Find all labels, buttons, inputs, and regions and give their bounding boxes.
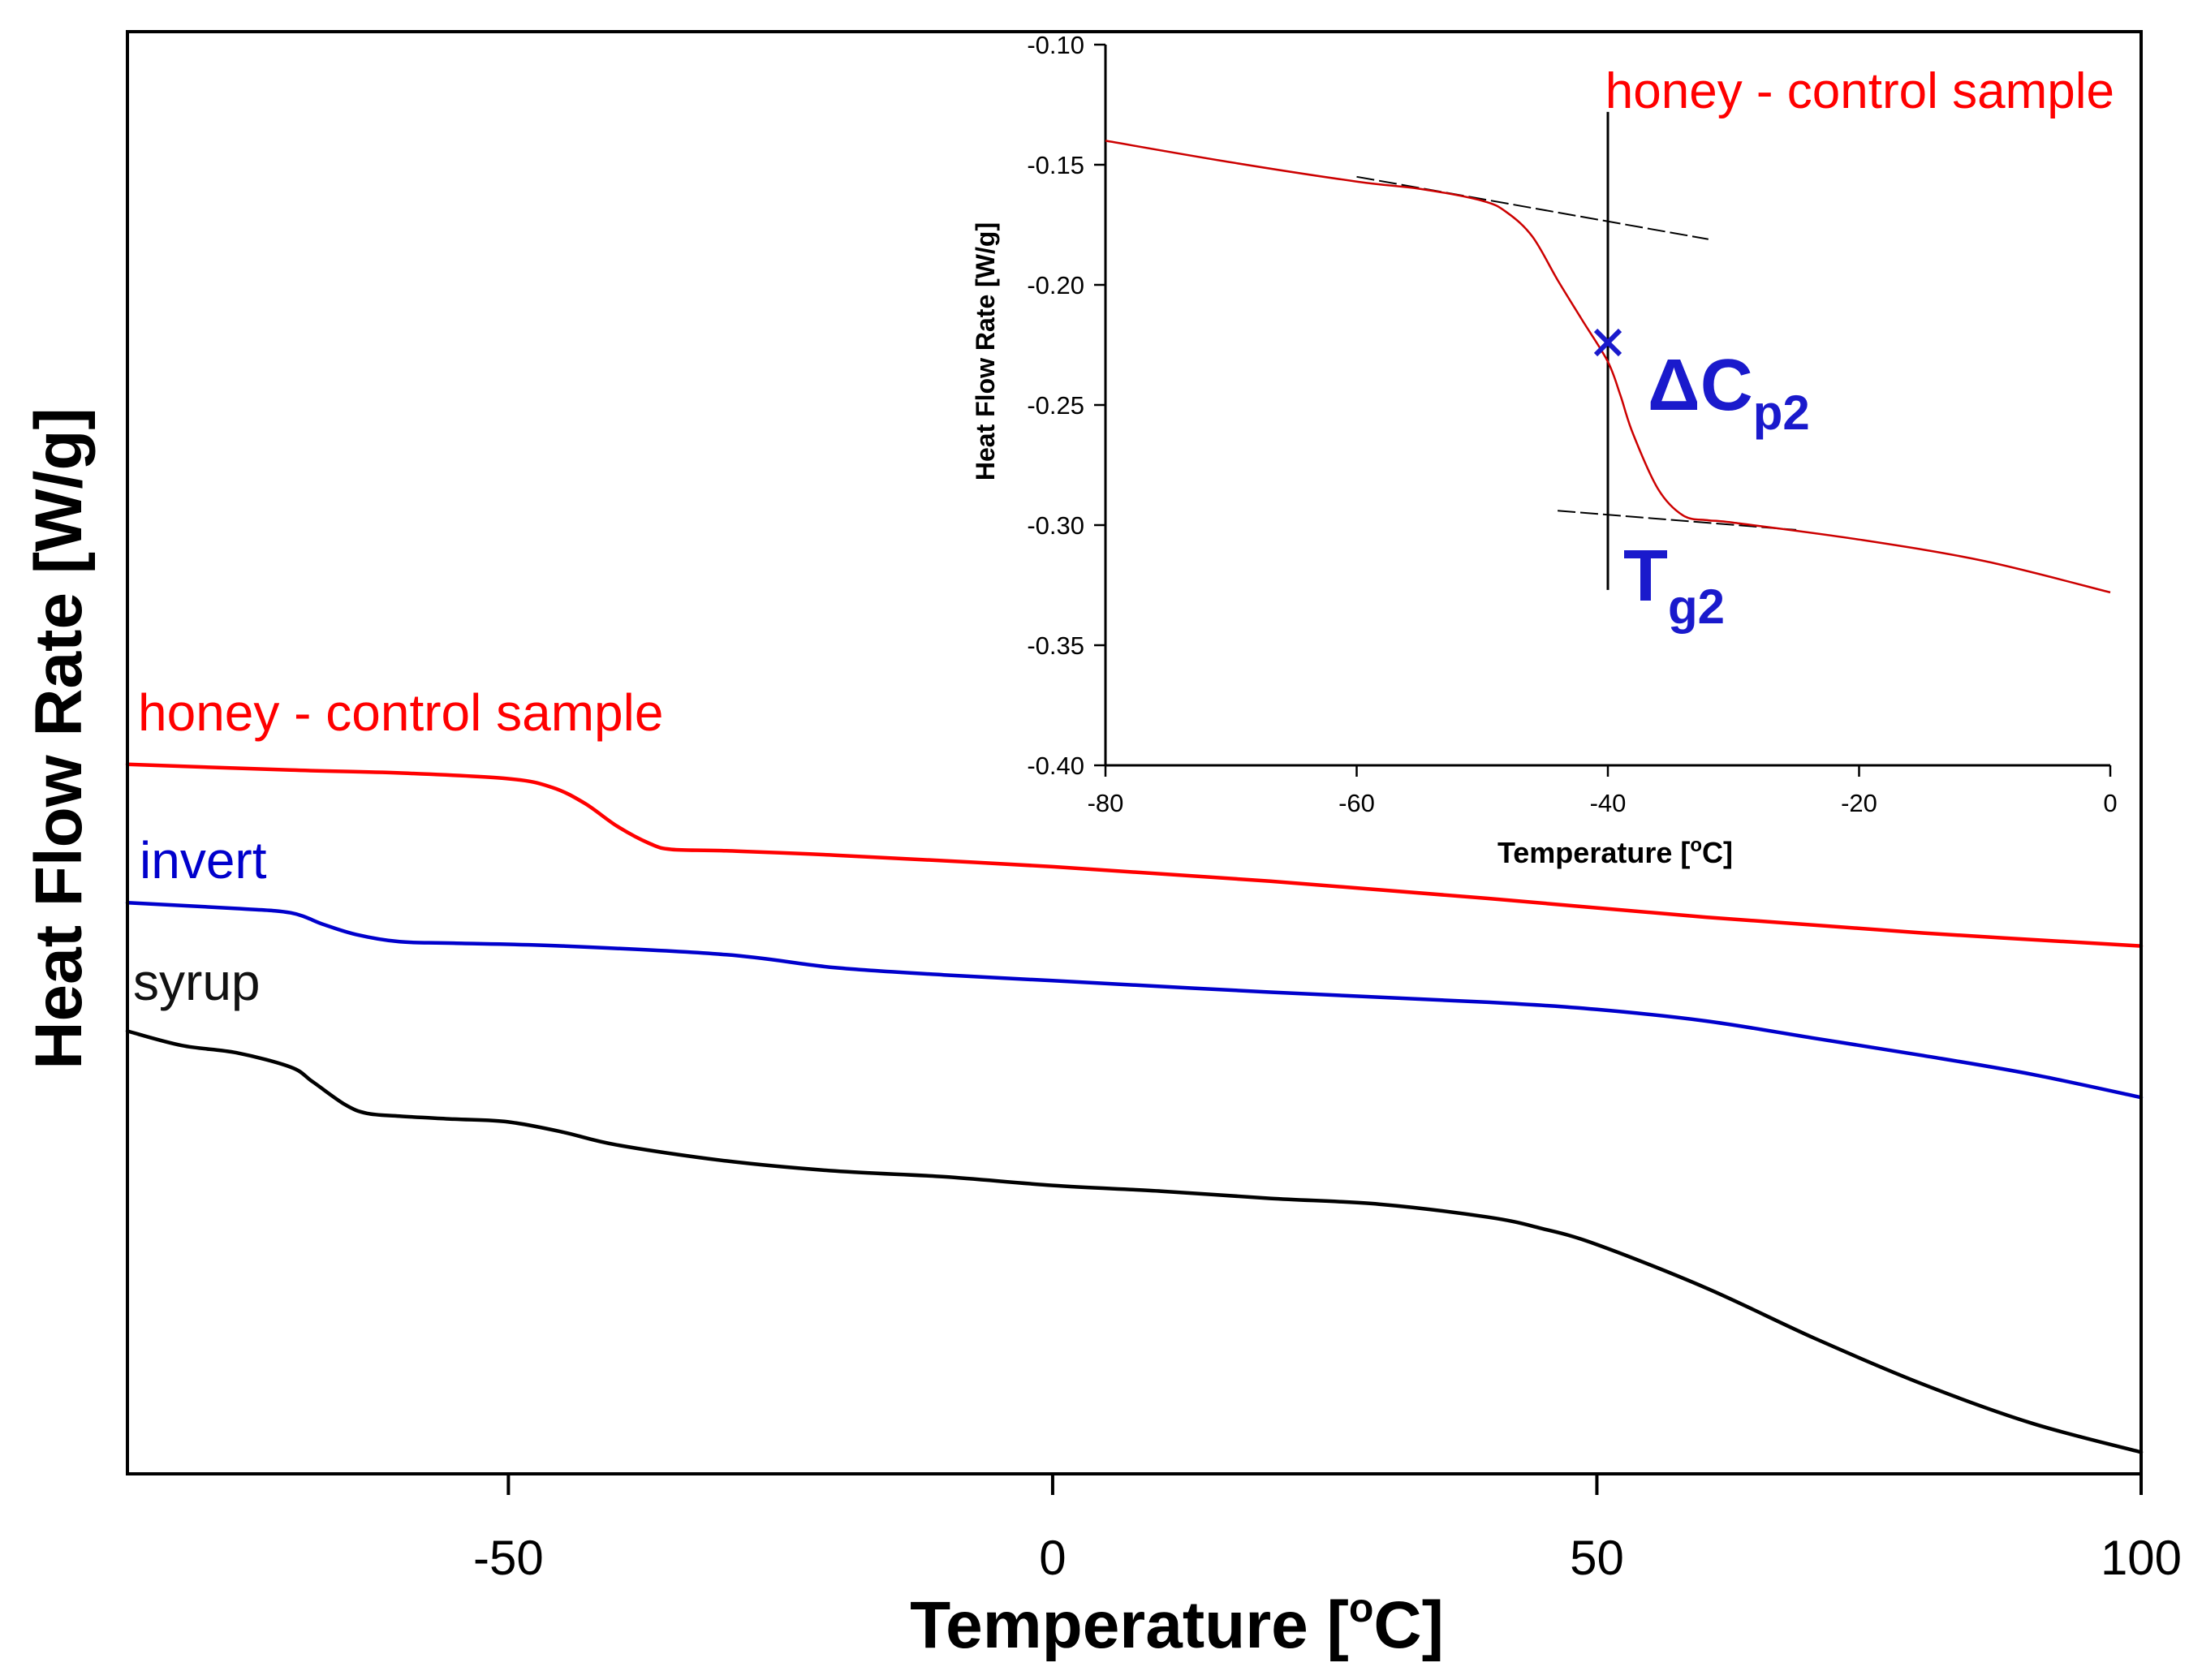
main-series-label-invert: invert <box>140 831 267 890</box>
inset-x-axis-title: Temperature [oC] <box>1497 834 1733 869</box>
inset-x-tick-label: 0 <box>2103 789 2117 817</box>
inset-tg-text: T <box>1623 536 1668 617</box>
main-series-label-syrup: syrup <box>133 953 261 1011</box>
inset-delta-cp-label: ΔCp2 <box>1648 345 1810 440</box>
inset-x-axis-title-text: Temperature [ <box>1497 836 1690 869</box>
main-series-label-honey: honey - control sample <box>138 683 663 742</box>
inset-cross-marker <box>1593 328 1622 357</box>
main-series-line-1 <box>125 901 2144 1100</box>
main-x-tick-label: 0 <box>1039 1531 1066 1585</box>
inset-x-axis-title-unit: C] <box>1702 836 1733 869</box>
inset-series-line-0 <box>1105 140 2111 594</box>
inset-tangent-line <box>1558 510 1797 531</box>
inset-delta-cp-sub: p2 <box>1753 386 1810 440</box>
main-series-line-0 <box>125 762 2144 948</box>
inset-x-axis-title-degree: o <box>1690 834 1702 856</box>
main-series-line-2 <box>125 1029 2144 1454</box>
inset-x-tick-label: -80 <box>1088 789 1124 817</box>
main-x-axis-title-text: Temperature [ <box>910 1588 1349 1662</box>
main-x-tick-label: 50 <box>1570 1531 1624 1585</box>
main-x-tick-label: 100 <box>2101 1531 2182 1585</box>
main-y-axis-title: Heat Flow Rate [W/g] <box>22 407 96 1069</box>
inset-y-tick-label: -0.20 <box>1027 271 1084 299</box>
inset-x-tick-label: -40 <box>1590 789 1627 817</box>
inset-delta-cp-text: ΔC <box>1648 345 1753 426</box>
inset-y-tick-label: -0.30 <box>1027 511 1084 540</box>
inset-y-tick-label: -0.40 <box>1027 752 1084 780</box>
main-x-tick-label: -50 <box>473 1531 544 1585</box>
main-x-ticks: -50 0 50 100 <box>473 1474 2182 1585</box>
inset-x-tick-label: -60 <box>1338 789 1375 817</box>
inset-y-tick-label: -0.15 <box>1027 151 1084 179</box>
inset-y-tick-label: -0.35 <box>1027 631 1084 660</box>
main-x-axis-title: Temperature [oC] <box>910 1585 1444 1662</box>
inset-tg-label: Tg2 <box>1623 536 1725 634</box>
inset-y-tick-label: -0.25 <box>1027 391 1084 420</box>
inset-legend-label: honey - control sample <box>1605 63 2114 119</box>
inset-y-axis-title: Heat Flow Rate [W/g] <box>971 222 1000 480</box>
inset-y-tick-label: -0.10 <box>1027 31 1084 59</box>
main-x-axis-title-unit: C] <box>1373 1588 1444 1662</box>
inset-ticks: -0.40 -0.35 -0.30 -0.25 -0.20 -0.15 -0.10 -80 -6… <box>1027 31 2117 817</box>
inset-x-tick-label: -20 <box>1841 789 1877 817</box>
main-x-axis-title-degree: o <box>1349 1585 1374 1630</box>
main-series-group <box>125 762 2144 1454</box>
inset-series-group <box>1105 111 2111 594</box>
inset-tg-sub: g2 <box>1668 579 1725 634</box>
main-chart: -50 0 50 100 honey - control sample invert … <box>22 30 2182 1662</box>
main-plot-frame <box>126 30 2143 1475</box>
inset-chart: -0.40 -0.35 -0.30 -0.25 -0.20 -0.15 -0.10 -80 -6… <box>971 31 2118 869</box>
